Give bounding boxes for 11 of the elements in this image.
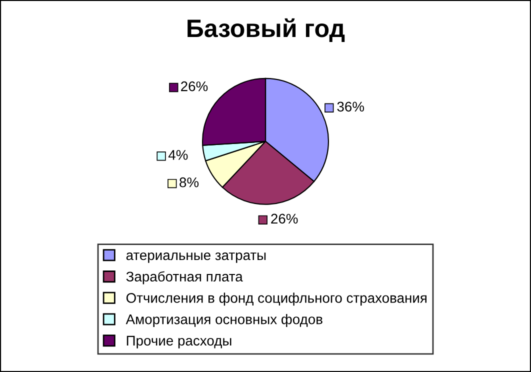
data-label: 36% <box>337 102 364 112</box>
legend-label: Амортизация основных фодов <box>126 314 322 327</box>
chart-title: Базовый год <box>188 18 345 42</box>
data-label: 26% <box>181 81 208 92</box>
legend-label: Отчисления в фонд социфльного страхования <box>126 292 426 306</box>
legend-label: атериальные затраты <box>126 252 266 263</box>
data-label: 4% <box>168 150 188 160</box>
legend-label: Заработная плата <box>126 271 243 284</box>
data-label: 26% <box>271 214 298 224</box>
legend-label: Прочие расходы <box>126 336 232 348</box>
data-label: 8% <box>180 177 199 188</box>
